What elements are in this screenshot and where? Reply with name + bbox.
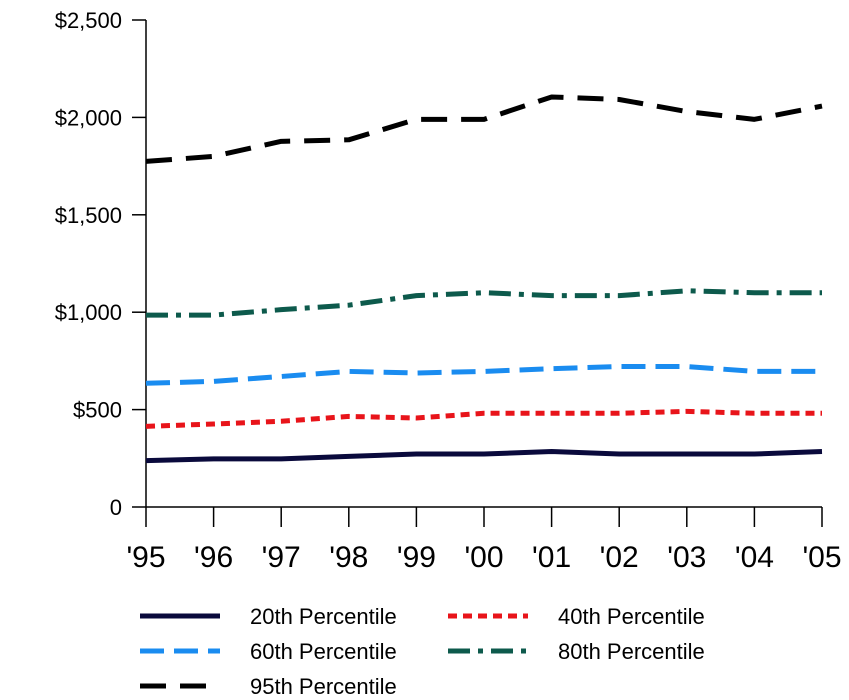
legend-label: 95th Percentile (250, 674, 397, 699)
series-line-5 (145, 94, 823, 164)
series-layer (145, 94, 823, 464)
series-line-4 (146, 288, 822, 318)
y-tick-label: $2,000 (55, 105, 122, 130)
x-tick-label: '03 (667, 541, 706, 574)
series-line-1 (145, 448, 823, 464)
x-tick-label: '01 (532, 541, 571, 574)
chart-axes: 0 $500 $1,000 $1,500 $2,000 $2,500 '95 '96 '97 '9… (55, 8, 842, 574)
x-tick-label: '05 (802, 541, 841, 574)
x-tick-label: '00 (464, 541, 503, 574)
y-tick-label: $500 (73, 398, 122, 423)
x-tick-label: '02 (600, 541, 639, 574)
x-tick-label: '95 (126, 541, 165, 574)
x-tick-label: '97 (262, 541, 301, 574)
x-tick-label: '99 (397, 541, 436, 574)
legend-label: 60th Percentile (250, 639, 397, 664)
y-tick-label: 0 (110, 495, 122, 520)
legend: 20th Percentile 40th Percentile 60th Perce… (140, 604, 705, 699)
legend-label: 80th Percentile (558, 639, 705, 664)
series-line-3 (145, 364, 822, 386)
y-tick-label: $1,500 (55, 203, 122, 228)
x-tick-label: '96 (194, 541, 233, 574)
x-tick-label: '04 (735, 541, 774, 574)
legend-label: 20th Percentile (250, 604, 397, 629)
legend-label: 40th Percentile (558, 604, 705, 629)
x-tick-label: '98 (329, 541, 368, 574)
series-line-2 (145, 408, 822, 429)
y-tick-label: $2,500 (55, 8, 122, 33)
y-tick-label: $1,000 (55, 300, 122, 325)
